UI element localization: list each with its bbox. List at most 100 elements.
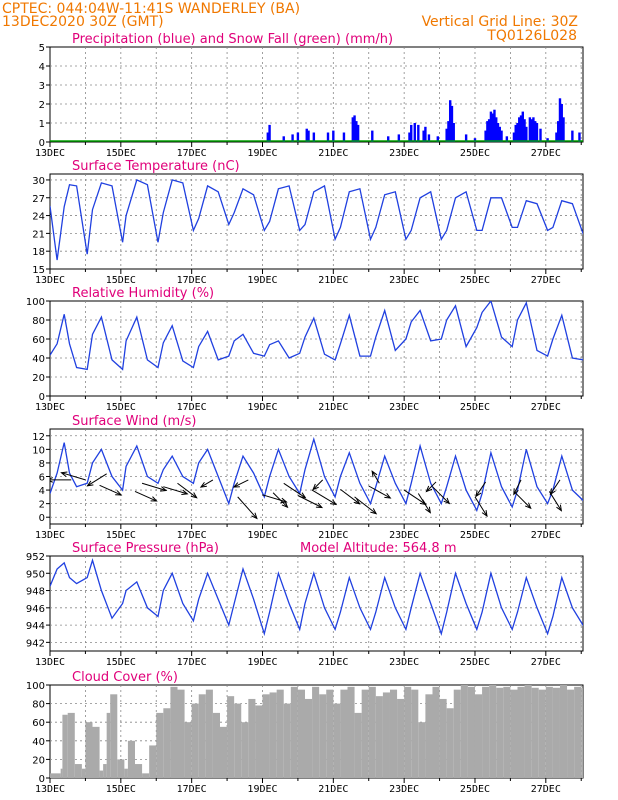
y-tick-label: 15 (32, 265, 45, 276)
wind-arrowhead (371, 470, 378, 478)
wind-arrow (283, 482, 306, 499)
y-tick-label: 30 (32, 176, 45, 187)
precip-bar (326, 132, 330, 142)
y-tick-label: 8 (39, 459, 45, 470)
y-tick-label: 950 (26, 569, 45, 580)
panel-pressure: 942 944 946 948 950 952 13DEC 15DEC 17DEC 19DEC 21… (26, 541, 584, 668)
cloud-bar (106, 712, 111, 778)
precip-bar (417, 124, 420, 142)
y-tick-label: 946 (26, 604, 45, 615)
precip-bar (312, 132, 316, 142)
precip-bar (486, 121, 489, 142)
x-tick-label: 15DEC (106, 657, 136, 668)
wind-arrowhead (513, 488, 519, 496)
wind-arrowhead (481, 510, 488, 518)
cloud-bar (397, 698, 405, 778)
cloud-bar (574, 686, 582, 778)
wind-arrowhead (315, 502, 324, 509)
cloud-bar (531, 687, 539, 778)
precip-bar (397, 134, 401, 142)
x-tick-label: 19DEC (247, 530, 277, 541)
x-tick-label: 15DEC (106, 530, 136, 541)
cloud-bar (234, 703, 242, 778)
precip-bar (484, 130, 487, 142)
x-tick-label: 17DEC (177, 530, 207, 541)
precip-bar (498, 126, 501, 142)
y-tick-label: 27 (32, 194, 45, 205)
cloud-bar (198, 694, 206, 778)
plot-area (50, 685, 617, 778)
wind-arrowhead (86, 480, 94, 487)
x-tick-label: 19DEC (247, 657, 277, 668)
panel-humidity: 0 20 40 60 80 100 13DEC 15DEC 17DEC 19DEC 21DEC 23D… (26, 286, 584, 413)
x-tick-label: 21DEC (318, 530, 348, 541)
wind-arrow (354, 496, 377, 515)
wind-arrow (368, 485, 391, 499)
precip-bar (424, 126, 427, 142)
precip-bar (305, 128, 308, 142)
cloud-bar (602, 689, 609, 778)
wind-arrowhead (330, 499, 338, 506)
wind-arrowhead (475, 490, 482, 498)
precip-bar (356, 124, 360, 142)
cloud-bar (290, 686, 298, 778)
cloud-bar (588, 687, 595, 778)
cloud-bar (262, 694, 270, 778)
cloud-bar (340, 689, 348, 778)
wind-arrow (588, 491, 600, 510)
precip-bar (562, 117, 565, 142)
wind-arrowhead (589, 488, 594, 494)
wind-arrow (426, 481, 437, 492)
panel-temperature: 15 18 21 24 27 30 13DEC 15DEC 17DEC 19DEC 21DEC 23D… (32, 159, 584, 286)
x-tick-label: 27DEC (531, 530, 561, 541)
precip-bar (530, 119, 533, 142)
wind-arrowhead (425, 485, 433, 493)
y-tick-label: 1 (39, 119, 45, 130)
x-tick-label: 13DEC (35, 657, 65, 668)
y-tick-label: 944 (26, 621, 45, 632)
panel-title: Precipitation (blue) and Snow Fall (gree… (72, 32, 393, 47)
cloud-bar (610, 687, 617, 778)
cloud-bar (581, 687, 583, 778)
y-tick-label: 2 (39, 500, 45, 511)
x-tick-label: 23DEC (389, 148, 419, 159)
precip-bar (353, 115, 356, 142)
cloud-bar (99, 770, 104, 778)
y-tick-label: 10 (32, 445, 45, 456)
precip-bar (512, 132, 516, 142)
wind-arrow (371, 471, 380, 484)
y-tick-label: 4 (39, 486, 45, 497)
x-tick-label: 27DEC (531, 275, 561, 286)
precip-bar (436, 136, 439, 142)
x-tick-label: 21DEC (318, 784, 348, 795)
wind-arrow (513, 491, 532, 509)
cloud-bar (552, 687, 560, 778)
wind-arrow (297, 495, 323, 508)
y-tick-label: 2 (39, 100, 45, 111)
wind-arrow (61, 472, 86, 481)
wind-arrow (513, 479, 522, 495)
wind-arrowhead (353, 498, 361, 505)
cloud-bar (368, 686, 376, 778)
x-tick-label: 21DEC (318, 402, 348, 413)
cloud-bar (453, 689, 461, 778)
x-tick-label: 27DEC (531, 402, 561, 413)
panel-title: Surface Temperature (nC) (72, 159, 240, 174)
precip-bar (519, 115, 523, 142)
x-tick-label: 27DEC (531, 784, 561, 795)
panel-title: Surface Wind (m/s) (72, 414, 196, 429)
cloud-bar (117, 759, 125, 778)
cloud-bar (333, 703, 341, 778)
cloud-bar (538, 689, 546, 778)
wind-arrow (474, 496, 488, 517)
precip-bar (516, 123, 519, 142)
precip-bar (496, 123, 500, 142)
precip-bar (464, 134, 468, 142)
wind-arrow (177, 482, 197, 499)
x-tick-label: 23DEC (389, 402, 419, 413)
cloud-bar (382, 692, 390, 778)
wind-arrow (340, 488, 360, 505)
x-tick-label: 13DEC (35, 402, 65, 413)
y-tick-label: 80 (32, 700, 45, 711)
wind-arrowhead (160, 486, 168, 492)
